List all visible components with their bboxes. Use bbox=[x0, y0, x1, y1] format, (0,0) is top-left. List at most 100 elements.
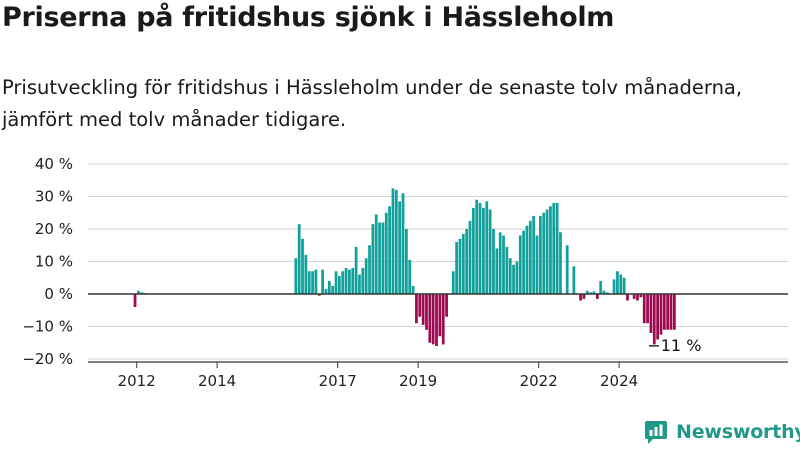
bar bbox=[659, 294, 663, 335]
bar bbox=[133, 294, 137, 307]
bar bbox=[582, 294, 586, 299]
bar bbox=[311, 271, 314, 294]
bar bbox=[338, 276, 341, 295]
bar bbox=[137, 290, 140, 294]
bar bbox=[589, 292, 592, 295]
bar bbox=[465, 229, 469, 294]
value-annotation: −11 % bbox=[647, 336, 701, 355]
newsworthy-logo: Newsworthy bbox=[644, 418, 800, 446]
x-tick-label: 2017 bbox=[319, 372, 357, 390]
bar bbox=[411, 285, 415, 295]
bar bbox=[669, 294, 673, 330]
bar bbox=[341, 271, 345, 294]
bar bbox=[364, 258, 368, 294]
bar bbox=[475, 199, 479, 294]
bar bbox=[626, 294, 629, 301]
bar bbox=[592, 291, 596, 294]
bar bbox=[599, 281, 603, 294]
bar bbox=[431, 294, 435, 345]
bar bbox=[421, 294, 425, 325]
bar bbox=[368, 245, 371, 294]
bar bbox=[606, 292, 609, 295]
bar bbox=[515, 261, 519, 294]
bar bbox=[662, 294, 666, 330]
bar bbox=[528, 220, 532, 295]
bar bbox=[384, 212, 388, 294]
bar bbox=[391, 188, 395, 295]
bar bbox=[438, 294, 442, 337]
bar bbox=[445, 294, 448, 317]
bar bbox=[579, 294, 582, 301]
bar bbox=[301, 238, 304, 294]
bar bbox=[518, 235, 522, 294]
bar bbox=[371, 224, 375, 295]
bar bbox=[304, 255, 308, 294]
bar bbox=[324, 289, 328, 295]
bar bbox=[565, 245, 569, 294]
bar bbox=[425, 294, 428, 330]
bar bbox=[297, 224, 301, 295]
bar bbox=[415, 294, 418, 324]
bar bbox=[374, 214, 378, 295]
bar bbox=[394, 190, 398, 294]
bar bbox=[542, 212, 546, 294]
bar-chart: −20 % −10 % 0 % 10 % 20 % 30 % 40 % 2012 2014 201… bbox=[22, 155, 788, 390]
bar bbox=[512, 264, 515, 294]
bar bbox=[632, 294, 636, 299]
bar bbox=[398, 201, 402, 295]
newsworthy-logo-icon bbox=[645, 421, 667, 444]
y-tick-label: −20 % bbox=[22, 350, 73, 368]
bar bbox=[602, 290, 606, 294]
bar bbox=[358, 274, 361, 294]
bar bbox=[622, 277, 626, 294]
chart-title: Priserna på fritidshus sjönk i Hässlehol… bbox=[2, 2, 615, 33]
bar bbox=[307, 271, 311, 294]
bar bbox=[646, 294, 649, 324]
bar bbox=[381, 222, 385, 294]
bar bbox=[642, 294, 646, 324]
bar bbox=[478, 203, 482, 294]
bar bbox=[502, 235, 505, 294]
bar bbox=[619, 274, 623, 294]
bar bbox=[405, 229, 408, 294]
bar bbox=[418, 294, 422, 317]
bar bbox=[334, 271, 338, 294]
bar bbox=[361, 268, 365, 294]
bar bbox=[522, 230, 525, 295]
bar bbox=[401, 193, 405, 294]
bar bbox=[612, 279, 616, 295]
bar bbox=[331, 285, 335, 295]
bar bbox=[492, 229, 495, 294]
bar bbox=[649, 294, 653, 333]
bar bbox=[327, 281, 331, 294]
y-tick-label: 0 % bbox=[44, 285, 73, 303]
x-tick-label: 2014 bbox=[198, 372, 236, 390]
y-tick-label: 20 % bbox=[35, 220, 73, 238]
bar bbox=[351, 268, 355, 294]
bar bbox=[549, 206, 552, 294]
bar bbox=[348, 269, 351, 295]
bar bbox=[378, 222, 381, 294]
bar bbox=[572, 266, 576, 295]
chart-subtitle: Prisutveckling för fritidshus i Hässleho… bbox=[2, 76, 743, 131]
bar bbox=[639, 294, 643, 298]
bar bbox=[408, 259, 412, 295]
bar bbox=[428, 294, 432, 343]
bar bbox=[468, 220, 472, 295]
bar bbox=[666, 294, 670, 330]
x-tick-label: 2019 bbox=[399, 372, 437, 390]
bar bbox=[472, 207, 475, 295]
bar bbox=[435, 294, 438, 346]
bar bbox=[595, 294, 599, 299]
bar bbox=[485, 201, 489, 295]
bar bbox=[545, 209, 549, 294]
x-tick-label: 2024 bbox=[600, 372, 638, 390]
bar bbox=[461, 233, 465, 295]
bar bbox=[616, 271, 619, 294]
bar bbox=[314, 269, 318, 295]
bar bbox=[488, 209, 492, 294]
bar bbox=[495, 248, 499, 294]
bar bbox=[532, 216, 536, 294]
bar bbox=[552, 203, 556, 294]
bar bbox=[508, 258, 512, 294]
